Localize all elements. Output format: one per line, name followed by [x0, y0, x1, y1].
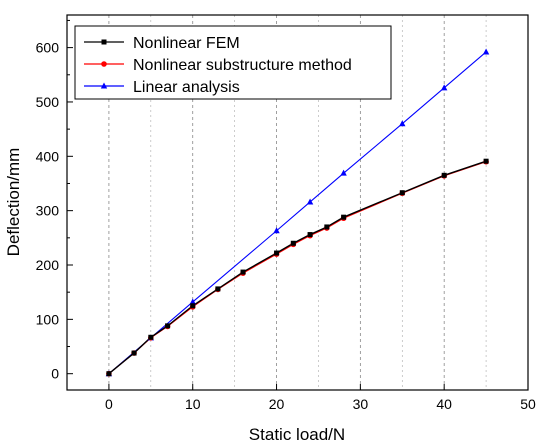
legend-label: Nonlinear FEM: [133, 35, 240, 52]
data-point: [189, 298, 196, 305]
data-point: [240, 269, 246, 275]
y-tick-label: 500: [36, 94, 60, 110]
x-tick-label: 40: [436, 396, 452, 412]
legend-marker: [100, 82, 108, 89]
data-point: [273, 227, 280, 234]
x-tick-label: 50: [520, 396, 536, 412]
legend-label: Linear analysis: [133, 79, 240, 96]
y-tick-label: 200: [36, 257, 60, 273]
data-point: [290, 240, 296, 246]
y-tick-label: 100: [36, 311, 60, 327]
y-tick-label: 0: [51, 366, 59, 382]
series-line-1: [108, 161, 487, 375]
data-point: [307, 232, 313, 238]
data-point: [341, 214, 347, 220]
x-tick-label: 30: [353, 396, 369, 412]
data-point: [399, 190, 405, 196]
data-point: [215, 286, 221, 292]
data-point: [440, 84, 448, 91]
data-point: [106, 371, 112, 377]
y-tick-label: 300: [36, 203, 60, 219]
y-tick-label: 400: [36, 148, 60, 164]
x-tick-label: 0: [105, 396, 113, 412]
series-markers: [105, 48, 490, 377]
data-point: [190, 303, 196, 309]
plot-frame: [66, 14, 529, 391]
x-tick-label: 20: [269, 396, 285, 412]
legend-label: Nonlinear substructure method: [133, 57, 352, 74]
x-tick-label: 10: [185, 396, 201, 412]
data-point: [441, 172, 447, 178]
legend-marker: [101, 61, 107, 67]
data-point: [399, 120, 406, 127]
x-axis: 0 10 20 30 40 50: [105, 384, 536, 412]
legend-box: [74, 25, 392, 100]
y-tick-label: 600: [36, 40, 60, 56]
series-line-0: [108, 160, 487, 375]
data-point: [165, 323, 171, 329]
x-axis-label: Static load/N: [249, 425, 345, 444]
data-point: [340, 169, 347, 176]
data-point: [306, 198, 314, 205]
data-point: [483, 158, 489, 164]
data-point: [131, 350, 137, 356]
legend: Nonlinear FEM Nonlinear substructure meth…: [74, 25, 392, 100]
data-point: [148, 334, 154, 340]
y-axis-label: Deflection/mm: [4, 148, 23, 257]
legend-marker: [101, 39, 107, 45]
y-axis: 0 100 200 300 400 500 600: [36, 19, 73, 382]
data-point: [482, 48, 490, 55]
data-point: [324, 224, 330, 230]
data-point: [274, 250, 280, 256]
